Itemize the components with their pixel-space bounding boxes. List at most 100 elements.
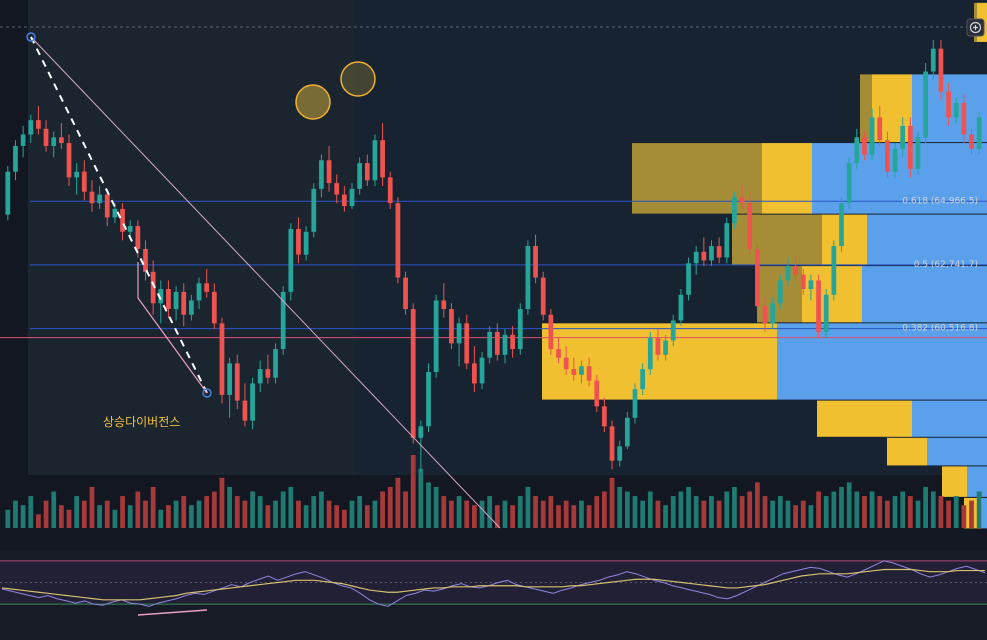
volume-bar [173, 500, 179, 528]
volume-bar [112, 509, 118, 528]
candle-body [410, 309, 416, 438]
candle-body [380, 140, 385, 178]
candle [441, 283, 447, 318]
volume-bar [556, 505, 561, 528]
candle [885, 131, 890, 178]
candle-body [158, 289, 164, 304]
candle [81, 160, 87, 201]
candle [976, 111, 982, 155]
drawings[interactable]: 상승다이버전스 [26, 32, 501, 529]
vp-bar-blue [777, 323, 987, 400]
candle [158, 280, 164, 324]
vp-bar-blue [927, 437, 987, 466]
vp-bar-yellow [762, 143, 812, 214]
candle [961, 94, 967, 144]
candle [288, 223, 294, 301]
candle [265, 354, 271, 384]
volume-bar [770, 500, 776, 528]
candle-body [150, 271, 156, 304]
candle [785, 257, 791, 287]
candle [380, 123, 385, 186]
candle-body [793, 266, 798, 275]
volume-bar [433, 486, 439, 528]
candle [686, 257, 691, 301]
candle [762, 297, 768, 332]
fibonacci-levels: 0.618 (64,966.5) 0.5 (62,741.7) 0.382 (60,… [0, 196, 987, 339]
candle-body [28, 120, 34, 135]
volume-bar [158, 509, 164, 528]
candle-body [976, 117, 982, 149]
pane-separator [0, 530, 987, 550]
candle [433, 294, 439, 378]
volume-bar [670, 496, 676, 528]
candle [915, 131, 921, 175]
candle-body [892, 148, 898, 172]
candle-body [303, 231, 309, 255]
candle [150, 260, 156, 315]
candle-body [227, 363, 232, 395]
candle-body [686, 263, 691, 295]
volume-bar [74, 496, 80, 528]
volume-bar [709, 496, 714, 528]
candle [250, 377, 255, 430]
candle [28, 114, 34, 144]
candle-body [823, 294, 829, 332]
volume-bar [647, 491, 653, 528]
volume-bar [97, 505, 102, 528]
vp-bar-blue [967, 466, 987, 497]
divergence-dashed-line[interactable] [30, 36, 208, 394]
volume-bar [732, 486, 737, 528]
volume-bar [563, 500, 569, 528]
candle [464, 314, 470, 370]
volume-bar [357, 496, 363, 528]
plus-circle-icon[interactable] [966, 18, 985, 37]
vp-bar-blue [912, 400, 987, 437]
candle [946, 82, 951, 126]
candle [242, 383, 248, 427]
volume-bar [204, 496, 210, 528]
candle [663, 334, 668, 361]
divergence-price-line[interactable] [137, 262, 208, 394]
highlight-circle-left[interactable] [295, 84, 331, 120]
volume-bars [5, 455, 982, 528]
volume-bar [892, 496, 898, 528]
fib-label-0.5: 0.5 (62,741.7) [914, 260, 978, 270]
candle-body [831, 246, 837, 295]
candle [862, 131, 867, 161]
candle-body [724, 223, 730, 258]
candle [273, 343, 278, 384]
candle [127, 220, 133, 238]
candle-body [219, 323, 225, 395]
candle [800, 268, 806, 295]
candle-body [663, 340, 668, 355]
candle-body [326, 160, 332, 184]
volume-bar [762, 496, 768, 528]
candle-body [579, 366, 584, 375]
highlight-circle-right[interactable] [340, 61, 376, 97]
vp-bar-blue [867, 214, 987, 266]
candle-body [640, 369, 646, 390]
volume-bar [449, 500, 454, 528]
candle [418, 420, 424, 473]
trend-line[interactable] [30, 36, 501, 529]
volume-bar [13, 500, 18, 528]
candle [74, 163, 80, 195]
candle-body [586, 366, 592, 381]
candle-body [862, 137, 867, 155]
candle-body [709, 246, 714, 261]
vp-bar-dim [860, 74, 872, 143]
volume-bar [594, 496, 600, 528]
volume-bar [655, 500, 661, 528]
candle [387, 171, 393, 209]
trend-anchor-top[interactable] [26, 32, 36, 42]
candle [655, 329, 661, 361]
candle-body [808, 280, 814, 290]
volume-bar [755, 482, 760, 528]
candle-body [869, 117, 875, 155]
trend-anchor-bottom[interactable] [202, 388, 212, 398]
candle-body [257, 369, 263, 384]
candle-body [479, 357, 485, 384]
volume-bar [51, 491, 57, 528]
